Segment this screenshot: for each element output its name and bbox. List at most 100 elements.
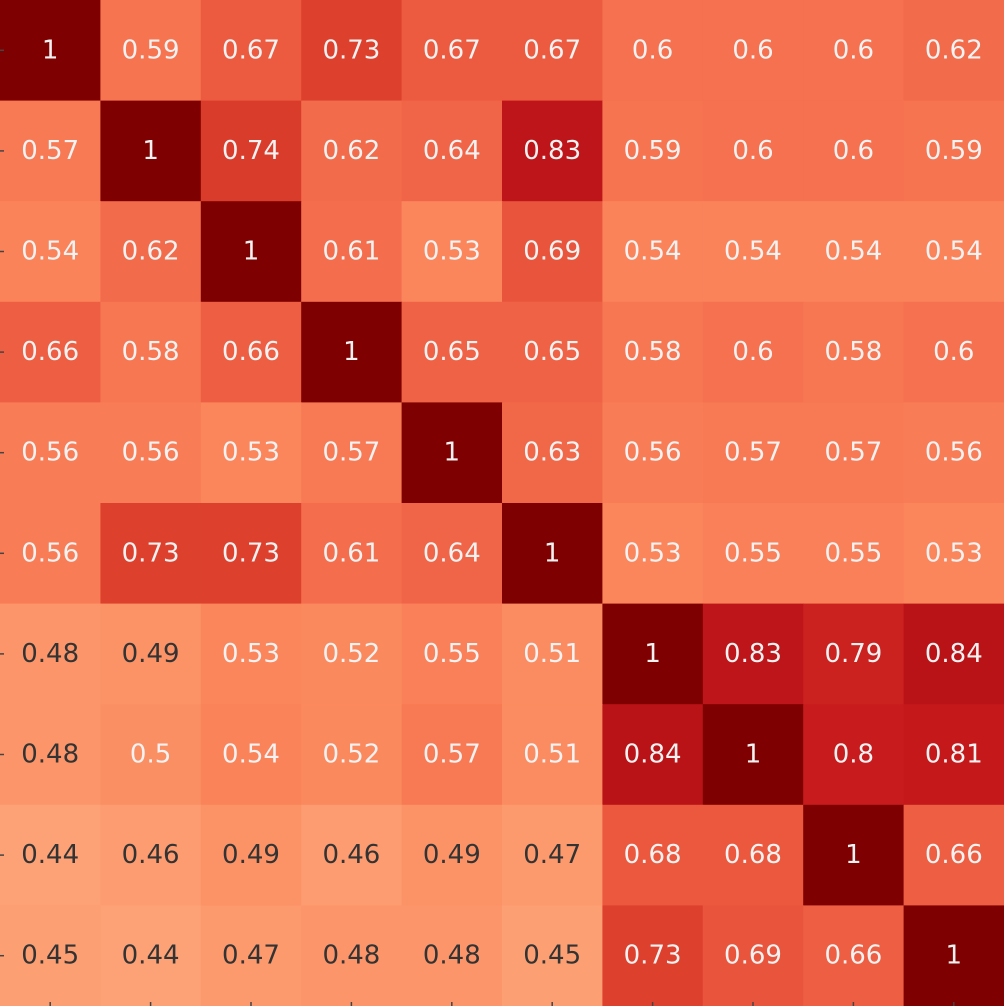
heatmap-value-r3-c9: 0.6 (933, 337, 974, 367)
heatmap-cell-r9-c1 (100, 905, 202, 1006)
heatmap-cell-r7-c1 (100, 704, 202, 806)
heatmap-cell-r5-c9 (903, 503, 1004, 605)
heatmap-value-r7-c2: 0.54 (222, 740, 280, 770)
heatmap-cell-r2-c7 (702, 201, 804, 303)
heatmap-value-r4-c6: 0.56 (624, 438, 682, 468)
heatmap-cell-r6-c9 (903, 603, 1004, 705)
heatmap-value-r7-c1: 0.5 (130, 740, 171, 770)
heatmap-value-r6-c3: 0.52 (322, 639, 380, 669)
heatmap-value-r0-c0: 1 (42, 35, 59, 65)
heatmap-cell-r4-c2 (200, 402, 302, 504)
heatmap-value-r1-c6: 0.59 (624, 136, 682, 166)
heatmap-cell-r4-c8 (803, 402, 905, 504)
heatmap-value-r9-c0: 0.45 (21, 941, 79, 971)
heatmap-value-r2-c6: 0.54 (624, 237, 682, 267)
heatmap-cell-r4-c7 (702, 402, 804, 504)
heatmap-value-r9-c6: 0.73 (624, 941, 682, 971)
heatmap-value-r3-c1: 0.58 (122, 337, 180, 367)
heatmap-value-r0-c5: 0.67 (523, 35, 581, 65)
heatmap-cell-r1-c0 (0, 100, 101, 202)
heatmap-value-r7-c8: 0.8 (833, 740, 874, 770)
heatmap-value-r2-c2: 1 (243, 237, 260, 267)
heatmap-cell-r9-c5 (502, 905, 603, 1006)
heatmap-value-r0-c3: 0.73 (322, 35, 380, 65)
heatmap-cell-r8-c8 (803, 804, 905, 906)
heatmap-cell-r3-c2 (200, 301, 302, 403)
heatmap-cell-r0-c6 (602, 0, 704, 102)
heatmap-value-r0-c7: 0.6 (732, 35, 773, 65)
heatmap-value-r3-c2: 0.66 (222, 337, 280, 367)
heatmap-value-r4-c1: 0.56 (122, 438, 180, 468)
heatmap-value-r5-c3: 0.61 (322, 538, 380, 568)
heatmap-cell-r8-c4 (401, 804, 503, 906)
heatmap-value-r0-c2: 0.67 (222, 35, 280, 65)
heatmap-value-r6-c9: 0.84 (925, 639, 983, 669)
heatmap-value-r8-c5: 0.47 (523, 840, 581, 870)
heatmap-cell-r6-c7 (702, 603, 804, 705)
heatmap-value-r5-c2: 0.73 (222, 538, 280, 568)
heatmap-cell-r1-c5 (502, 100, 603, 202)
heatmap-value-r3-c7: 0.6 (732, 337, 773, 367)
heatmap-cell-r6-c0 (0, 603, 101, 705)
heatmap-value-r0-c6: 0.6 (632, 35, 673, 65)
heatmap-value-r4-c4: 1 (444, 438, 461, 468)
heatmap-value-r7-c4: 0.57 (423, 740, 481, 770)
heatmap-value-r4-c2: 0.53 (222, 438, 280, 468)
heatmap-value-r1-c4: 0.64 (423, 136, 481, 166)
heatmap-value-r5-c6: 0.53 (624, 538, 682, 568)
heatmap-cell-r3-c7 (702, 301, 804, 403)
heatmap-value-r0-c8: 0.6 (833, 35, 874, 65)
heatmap-cell-r0-c0 (0, 0, 101, 102)
heatmap-cell-r7-c0 (0, 704, 101, 806)
heatmap-cell-r2-c6 (602, 201, 704, 303)
heatmap-cell-r8-c2 (200, 804, 302, 906)
heatmap-value-r2-c5: 0.69 (523, 237, 581, 267)
heatmap-value-r9-c7: 0.69 (724, 941, 782, 971)
heatmap-value-r5-c1: 0.73 (122, 538, 180, 568)
heatmap-cell-r2-c8 (803, 201, 905, 303)
heatmap-cell-r5-c7 (702, 503, 804, 605)
heatmap-labels: 1 0.59 0.67 0.73 0.67 0.67 0.6 0.6 0.6 0.62 0.57 1 0… (21, 35, 982, 970)
heatmap-cell-r5-c1 (100, 503, 202, 605)
heatmap-cell-r3-c8 (803, 301, 905, 403)
heatmap-value-r3-c0: 0.66 (21, 337, 79, 367)
heatmap-value-r1-c8: 0.6 (833, 136, 874, 166)
heatmap-cell-r1-c9 (903, 100, 1004, 202)
heatmap-value-r8-c7: 0.68 (724, 840, 782, 870)
heatmap-value-r5-c0: 0.56 (21, 538, 79, 568)
heatmap-value-r6-c8: 0.79 (824, 639, 882, 669)
heatmap-cell-r6-c8 (803, 603, 905, 705)
heatmap-cell-r3-c0 (0, 301, 101, 403)
heatmap-value-r6-c1: 0.49 (122, 639, 180, 669)
heatmap-value-r5-c5: 1 (544, 538, 561, 568)
heatmap-value-r4-c7: 0.57 (724, 438, 782, 468)
heatmap-value-r7-c9: 0.81 (925, 740, 983, 770)
heatmap-value-r6-c2: 0.53 (222, 639, 280, 669)
heatmap-value-r2-c7: 0.54 (724, 237, 782, 267)
heatmap-value-r5-c4: 0.64 (423, 538, 481, 568)
heatmap-cell-r5-c5 (502, 503, 603, 605)
heatmap-cell-r1-c6 (602, 100, 704, 202)
heatmap-value-r5-c9: 0.53 (925, 538, 983, 568)
heatmap-cell-r5-c0 (0, 503, 101, 605)
heatmap-value-r8-c8: 1 (845, 840, 862, 870)
heatmap-cell-r1-c4 (401, 100, 503, 202)
heatmap-value-r3-c4: 0.65 (423, 337, 481, 367)
heatmap-cell-r4-c0 (0, 402, 101, 504)
heatmap-cell-r8-c3 (301, 804, 403, 906)
heatmap-cell-r6-c6 (602, 603, 704, 705)
heatmap-cell-r8-c7 (702, 804, 804, 906)
heatmap-value-r8-c4: 0.49 (423, 840, 481, 870)
heatmap-cell-r0-c8 (803, 0, 905, 102)
heatmap-cell-r5-c6 (602, 503, 704, 605)
heatmap-cell-r6-c5 (502, 603, 603, 705)
heatmap-value-r2-c1: 0.62 (122, 237, 180, 267)
heatmap-cell-r8-c0 (0, 804, 101, 906)
heatmap-cell-r3-c3 (301, 301, 403, 403)
heatmap-cell-r3-c9 (903, 301, 1004, 403)
heatmap-cell-r2-c3 (301, 201, 403, 303)
heatmap-cell-r4-c5 (502, 402, 603, 504)
heatmap-value-r7-c3: 0.52 (322, 740, 380, 770)
